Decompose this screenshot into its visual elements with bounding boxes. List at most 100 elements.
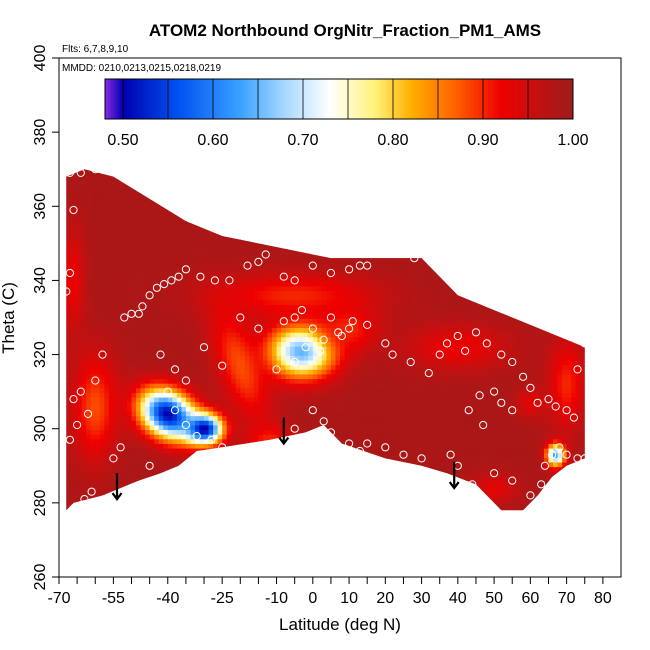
heatmap-cell [312, 184, 318, 190]
heatmap-cell [68, 272, 73, 278]
heatmap-cell [244, 332, 250, 338]
heatmap-cell [99, 443, 105, 449]
heatmap-cell [340, 448, 345, 454]
heatmap-cell [104, 434, 110, 440]
heatmap-cell [335, 239, 341, 245]
heatmap-cell [299, 253, 305, 259]
heatmap-cell [303, 281, 309, 287]
heatmap-cell [249, 184, 255, 190]
heatmap-cell [126, 508, 132, 511]
heatmap-cell [326, 513, 331, 518]
heatmap-cell [240, 346, 246, 352]
heatmap-cell [140, 202, 146, 208]
heatmap-cell [145, 369, 151, 375]
heatmap-cell [344, 276, 350, 282]
heatmap-cell [185, 434, 191, 440]
heatmap-cell [113, 299, 119, 305]
heatmap-cell [181, 406, 187, 412]
heatmap-cell [249, 216, 255, 222]
heatmap-cell [172, 406, 178, 412]
heatmap-cell [222, 161, 227, 166]
heatmap-cell [308, 462, 314, 468]
heatmap-cell [117, 420, 123, 426]
heatmap-cell [131, 327, 137, 333]
heatmap-cell [204, 304, 209, 310]
heatmap-cell [59, 216, 64, 221]
heatmap-cell [72, 336, 78, 342]
heatmap-cell [226, 248, 232, 254]
heatmap-cell [344, 179, 350, 185]
heatmap-cell [181, 485, 187, 491]
heatmap-cell [208, 489, 214, 495]
heatmap-cell [81, 503, 87, 509]
heatmap-cell [335, 174, 341, 180]
heatmap-cell [321, 230, 327, 236]
heatmap-cell [126, 304, 132, 310]
heatmap-cell [122, 397, 128, 403]
heatmap-cell [349, 457, 354, 463]
heatmap-cell [136, 299, 141, 305]
heatmap-cell [113, 350, 119, 356]
heatmap-cell [276, 281, 282, 287]
heatmap-cell [185, 415, 191, 421]
heatmap-cell [208, 475, 214, 482]
heatmap-cell [149, 434, 155, 440]
heatmap-cell [199, 392, 205, 398]
heatmap-cell [258, 202, 264, 208]
heatmap-cell [68, 258, 73, 264]
heatmap-cell [217, 336, 223, 342]
heatmap-cell [90, 267, 96, 273]
heatmap-cell [235, 272, 241, 278]
heatmap-cell [86, 480, 92, 486]
heatmap-cell [244, 425, 250, 431]
heatmap-cell [235, 193, 241, 199]
heatmap-cell [167, 471, 173, 477]
heatmap-cell [349, 485, 354, 491]
heatmap-cell [208, 471, 214, 477]
heatmap-cell [199, 429, 205, 435]
heatmap-cell [226, 425, 232, 431]
heatmap-cell [349, 327, 354, 333]
heatmap-cell [253, 494, 259, 500]
heatmap-cell [176, 202, 182, 208]
heatmap-cell [240, 169, 246, 171]
heatmap-cell [213, 448, 219, 454]
heatmap-cell [249, 383, 255, 389]
heatmap-cell [276, 425, 282, 431]
heatmap-cell [95, 230, 101, 236]
heatmap-cell [276, 485, 282, 491]
heatmap-cell [181, 513, 186, 518]
heatmap-cell [149, 197, 155, 203]
heatmap-cell [349, 304, 354, 310]
heatmap-cell [240, 188, 246, 194]
heatmap-cell [321, 434, 327, 440]
heatmap-cell [321, 475, 327, 482]
heatmap-cell [126, 276, 132, 282]
heatmap-cell [145, 239, 151, 245]
heatmap-cell [344, 392, 350, 398]
heatmap-cell [217, 313, 223, 319]
heatmap-cell [344, 267, 350, 273]
heatmap-cell [140, 425, 146, 431]
heatmap-cell [208, 290, 214, 296]
heatmap-cell [267, 235, 273, 241]
heatmap-cell [344, 364, 350, 370]
heatmap-cell [185, 295, 191, 301]
heatmap-cell [126, 443, 132, 449]
heatmap-cell [68, 281, 73, 287]
heatmap-cell [317, 448, 323, 454]
heatmap-cell [208, 262, 214, 268]
heatmap-cell [249, 466, 255, 472]
heatmap-cell [240, 513, 245, 518]
heatmap-cell [194, 188, 200, 194]
heatmap-cell [213, 248, 219, 254]
heatmap-cell [59, 356, 64, 361]
heatmap-cell [104, 489, 110, 495]
heatmap-cell [77, 161, 82, 166]
heatmap-cell [131, 193, 137, 199]
heatmap-cell [312, 489, 318, 495]
heatmap-cell [312, 475, 318, 482]
heatmap-cell [344, 262, 350, 268]
heatmap-cell [308, 452, 314, 458]
heatmap-cell [86, 415, 92, 421]
